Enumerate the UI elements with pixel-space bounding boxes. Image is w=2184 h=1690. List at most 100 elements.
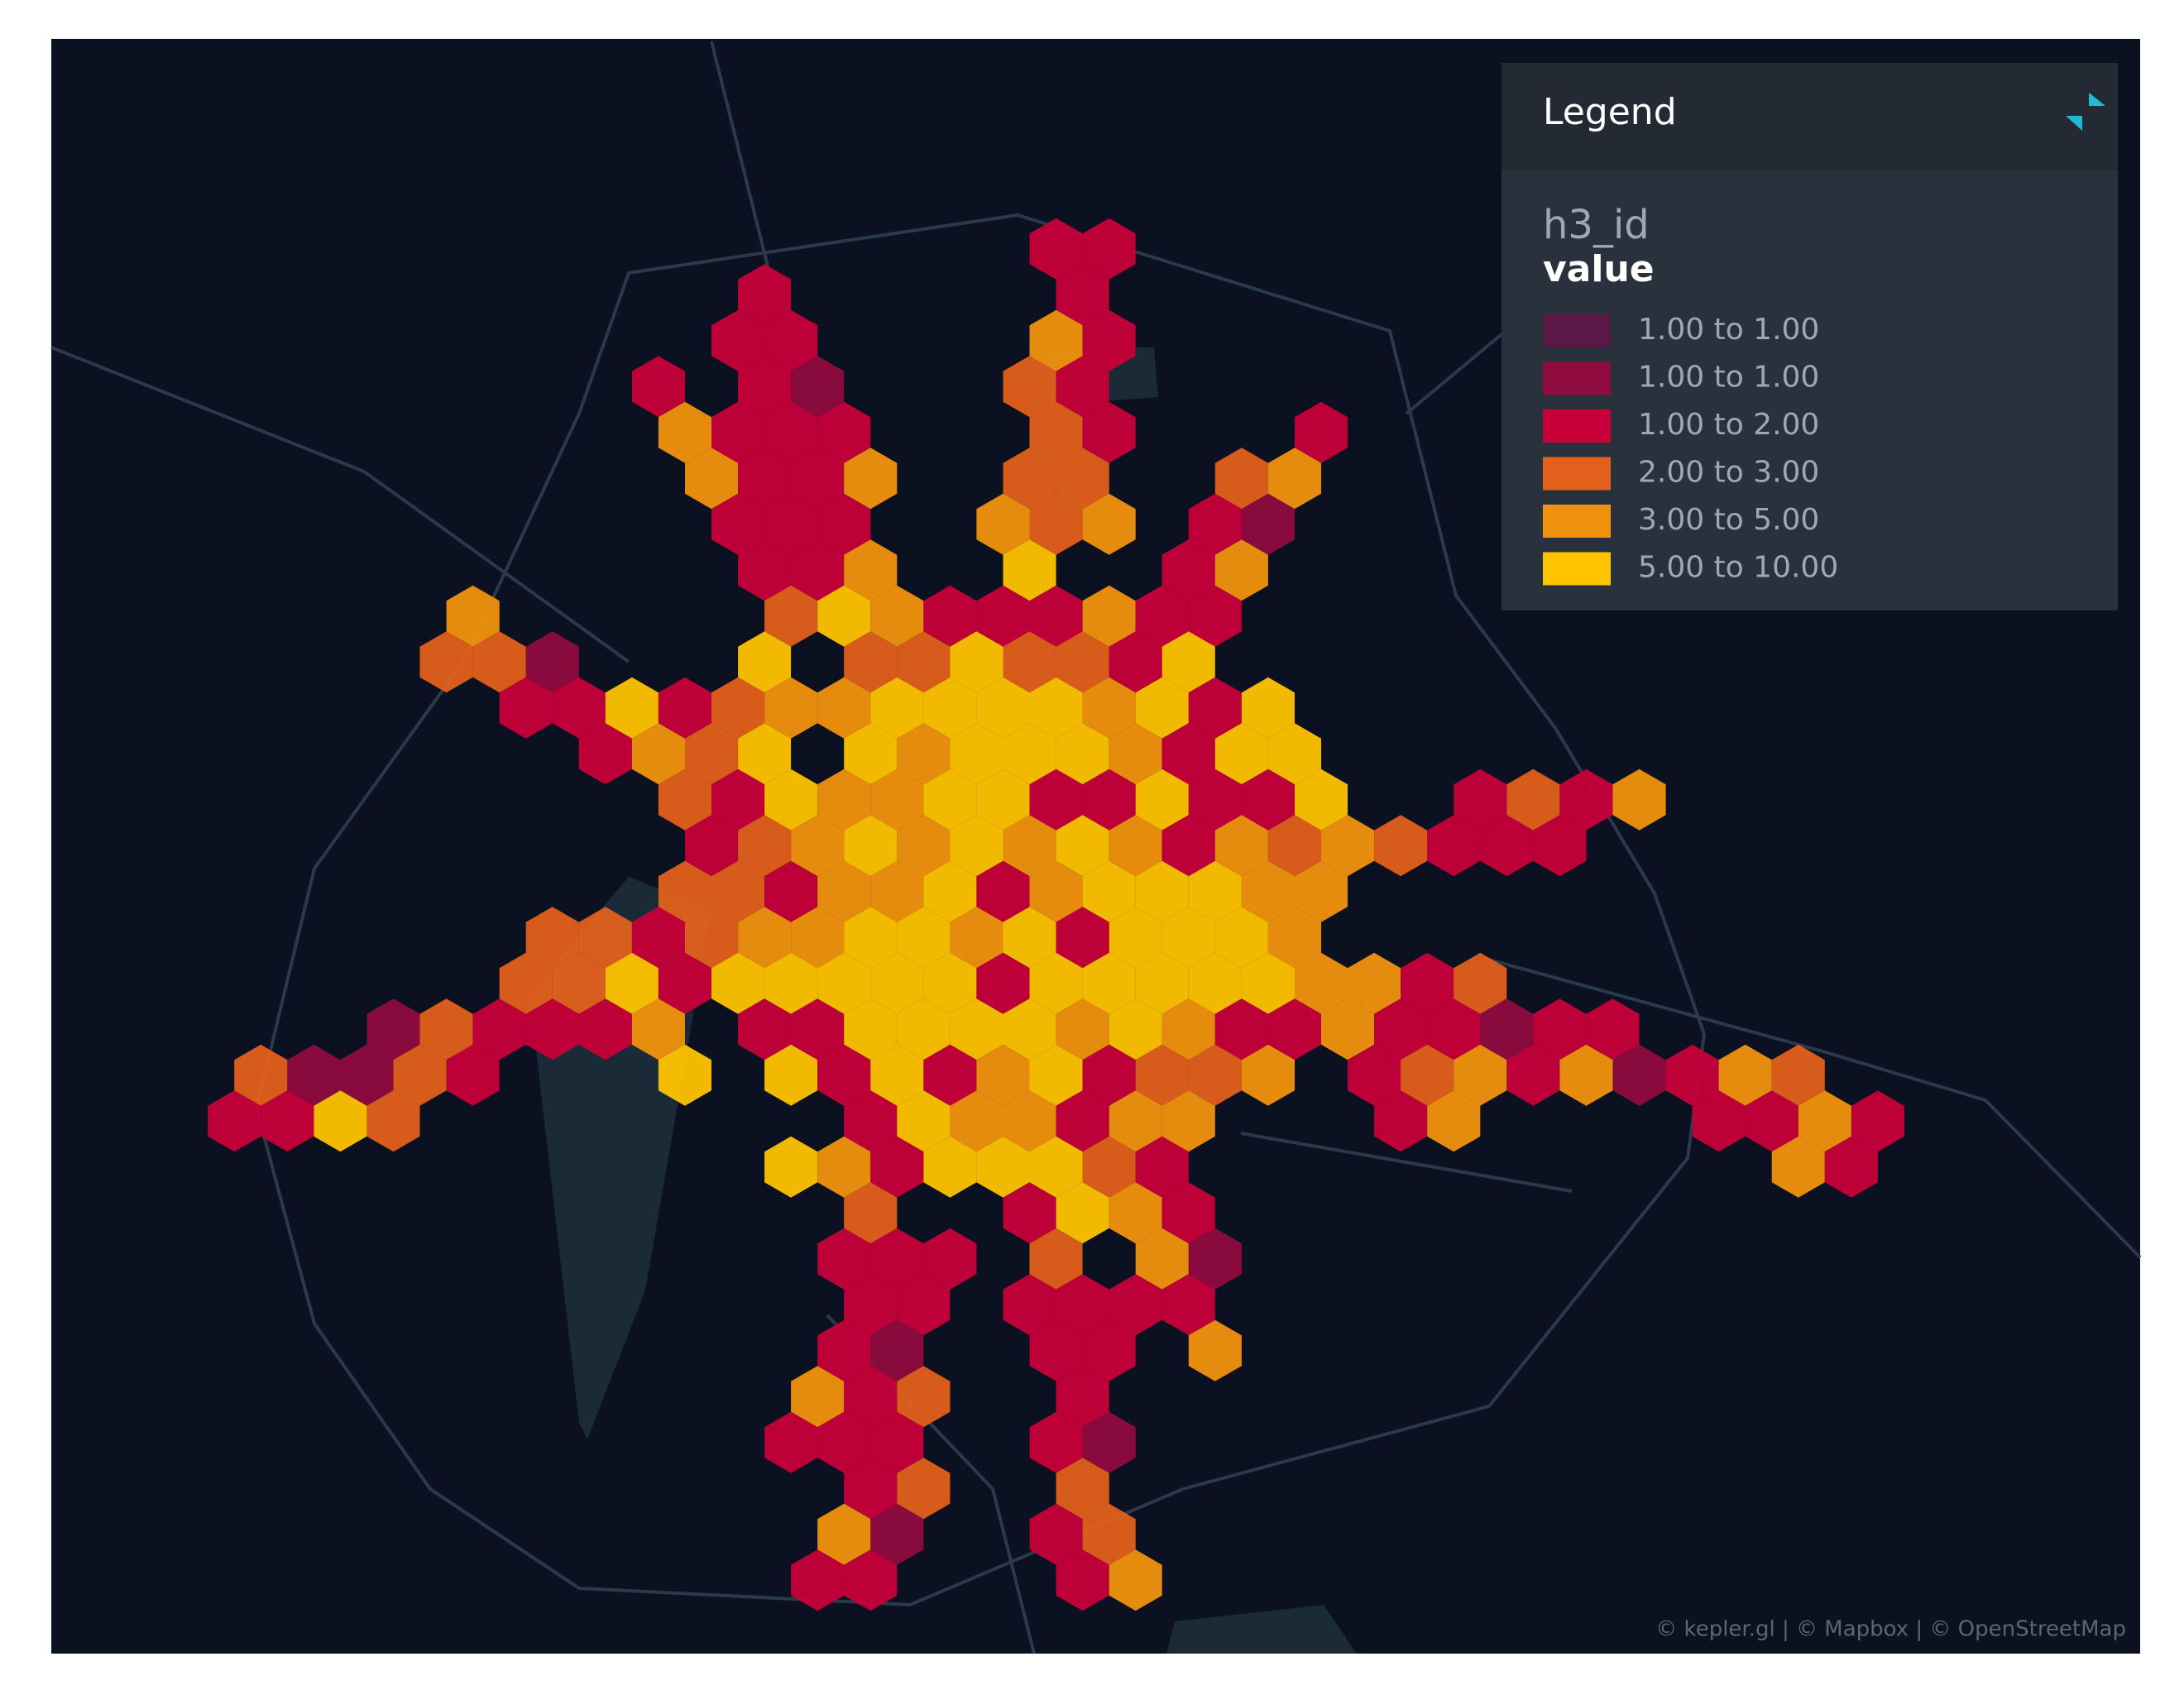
legend-field: value: [1543, 248, 1655, 290]
hex-cell: [1214, 907, 1268, 969]
hex-cell: [1188, 1044, 1242, 1106]
hex-cell: [1241, 677, 1295, 739]
hex-cell: [817, 1411, 871, 1473]
hex-cell: [1029, 860, 1083, 922]
hex-cell: [1267, 723, 1321, 785]
hex-cell: [1082, 309, 1136, 371]
hex-cell: [1003, 998, 1056, 1060]
hex-cell: [472, 998, 526, 1060]
hex-cell: [1056, 356, 1109, 418]
hex-cell: [658, 860, 711, 922]
hex-cell: [1082, 677, 1136, 739]
hex-cell: [844, 539, 898, 601]
hex-cell: [1082, 585, 1136, 647]
legend-swatch: [1543, 552, 1611, 586]
hex-cell: [685, 448, 739, 510]
hex-cell: [764, 860, 818, 922]
hex-cell: [1135, 585, 1189, 647]
hex-cell: [950, 723, 1003, 785]
hex-cell: [446, 1044, 500, 1106]
hex-cell: [1295, 401, 1348, 463]
hex-cell: [791, 356, 845, 418]
hex-cell: [976, 768, 1030, 831]
hex-cell: [817, 1044, 871, 1106]
legend-label: 2.00 to 3.00: [1638, 456, 1819, 490]
hex-cell: [1533, 998, 1587, 1060]
hex-cell: [817, 493, 871, 555]
hex-cell: [1003, 1182, 1056, 1244]
hex-cell: [1214, 723, 1268, 785]
hex-cell: [817, 1319, 871, 1381]
hex-cell: [1056, 264, 1109, 326]
collapse-icon[interactable]: [2066, 93, 2105, 131]
hex-cell: [1188, 585, 1242, 647]
hex-cell: [1029, 768, 1083, 831]
hex-cell: [1003, 815, 1056, 877]
hex-cell: [499, 677, 553, 739]
hex-cell: [1082, 952, 1136, 1014]
hex-cell: [1135, 1044, 1189, 1106]
hex-cell: [923, 1228, 977, 1290]
hex-cell: [1348, 1044, 1401, 1106]
hex-cell: [738, 264, 792, 326]
hex-cell: [1161, 1274, 1215, 1336]
hex-cell: [1188, 768, 1242, 831]
hex-cell: [1082, 1136, 1136, 1198]
hex-cell: [711, 309, 765, 371]
hex-cell: [1056, 1182, 1109, 1244]
hex-cell: [1851, 1090, 1904, 1152]
hex-cell: [525, 907, 579, 969]
hex-cell: [1029, 952, 1083, 1014]
road: [1240, 1132, 1573, 1193]
hex-cell: [870, 1136, 924, 1198]
hex-cell: [1295, 952, 1348, 1014]
hex-cell: [366, 1090, 420, 1152]
hex-cell: [1003, 1090, 1056, 1152]
hex-cell: [525, 631, 579, 693]
hex-cell: [1161, 723, 1215, 785]
hex-cell: [1188, 493, 1242, 555]
hex-cell: [1029, 1503, 1083, 1565]
hex-cell: [950, 1090, 1003, 1152]
hex-cell: [976, 585, 1030, 647]
hex-cell: [844, 631, 898, 693]
hex-cell: [817, 1503, 871, 1565]
hex-cell: [897, 815, 951, 877]
hex-cell: [631, 907, 685, 969]
legend-title: Legend: [1543, 91, 1677, 133]
hex-cell: [738, 448, 792, 510]
legend-items: 1.00 to 1.00 1.00 to 1.00 1.00 to 2.00 2.00…: [1543, 313, 1838, 586]
legend-swatch: [1543, 457, 1611, 491]
hex-cell: [525, 998, 579, 1060]
hex-cell: [870, 1411, 924, 1473]
hex-cell: [976, 952, 1030, 1014]
hex-cell: [1056, 448, 1109, 510]
hex-cell: [1321, 815, 1375, 877]
hex-cell: [1161, 1182, 1215, 1244]
hex-cell: [658, 768, 711, 831]
hex-cell: [1029, 401, 1083, 463]
hex-cell: [1135, 768, 1189, 831]
legend-swatch: [1543, 505, 1611, 538]
hex-cell: [1135, 860, 1189, 922]
hex-cell: [1665, 1044, 1719, 1106]
hex-cell: [870, 1228, 924, 1290]
hex-cell: [552, 677, 606, 739]
hex-cell: [923, 860, 977, 922]
hex-cell: [1718, 1044, 1772, 1106]
hex-cell: [738, 631, 792, 693]
hex-cell: [764, 401, 818, 463]
hex-cell: [1135, 1136, 1189, 1198]
road: [50, 346, 630, 663]
hex-cell: [1109, 998, 1162, 1060]
hex-cell: [1056, 1274, 1109, 1336]
hex-cell: [1003, 356, 1056, 418]
hex-cell: [1824, 1136, 1878, 1198]
road: [1488, 958, 2142, 1259]
hex-cell: [1109, 907, 1162, 969]
hex-cell: [658, 952, 711, 1014]
hex-cell: [1241, 493, 1295, 555]
hex-cell: [578, 907, 632, 969]
hex-cell: [844, 1182, 898, 1244]
hex-cell: [844, 1274, 898, 1336]
